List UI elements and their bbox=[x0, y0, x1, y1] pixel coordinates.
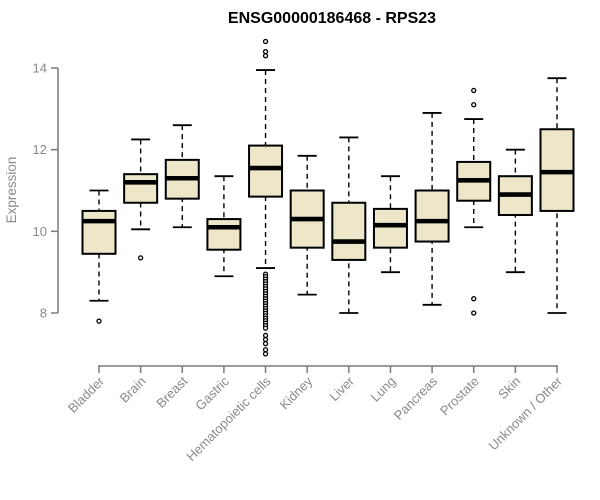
x-tick-label-kidney: Kidney bbox=[277, 373, 316, 412]
x-tick-label-prostate: Prostate bbox=[437, 374, 482, 419]
x-tick-label-breast: Breast bbox=[153, 373, 190, 410]
outlier-point bbox=[262, 351, 269, 357]
chart-title: ENSG00000186468 - RPS23 bbox=[228, 10, 436, 27]
outlier-point bbox=[262, 38, 269, 45]
x-tick-label-unknown-other: Unknown / Other bbox=[486, 373, 566, 453]
box-hematopoietic-cells bbox=[248, 38, 284, 357]
outlier-point bbox=[471, 296, 477, 302]
x-tick-label-lung: Lung bbox=[368, 374, 399, 405]
outlier-point bbox=[262, 332, 269, 339]
y-tick-label: 14 bbox=[33, 61, 47, 76]
box-bladder bbox=[81, 189, 117, 324]
x-tick-label-pancreas: Pancreas bbox=[391, 373, 441, 423]
box-lung bbox=[372, 175, 408, 274]
outlier-point bbox=[96, 318, 102, 324]
y-tick-label: 8 bbox=[40, 306, 47, 321]
iqr-box bbox=[123, 173, 159, 204]
outlier-point bbox=[262, 347, 269, 353]
outlier-point bbox=[471, 310, 477, 316]
y-axis-label: Expression bbox=[4, 157, 19, 224]
box-prostate bbox=[456, 87, 492, 316]
outlier-point bbox=[471, 102, 477, 108]
iqr-box bbox=[248, 144, 284, 198]
box-kidney bbox=[289, 154, 325, 296]
x-tick-label-brain: Brain bbox=[117, 374, 149, 406]
outlier-point bbox=[137, 255, 144, 261]
box-brain bbox=[123, 138, 159, 261]
box-pancreas bbox=[414, 112, 450, 306]
iqr-box bbox=[206, 218, 242, 251]
outlier-point bbox=[471, 87, 477, 94]
box-breast bbox=[164, 124, 200, 229]
box-gastric bbox=[206, 175, 242, 278]
iqr-box bbox=[372, 207, 408, 249]
y-tick-label: 12 bbox=[33, 142, 47, 157]
x-tick-label-skin: Skin bbox=[495, 374, 523, 402]
x-tick-label-gastric: Gastric bbox=[192, 373, 232, 413]
iqr-box bbox=[331, 201, 367, 261]
y-tick-label: 10 bbox=[33, 224, 47, 239]
box-liver bbox=[331, 136, 367, 314]
outlier-point bbox=[262, 325, 269, 331]
outlier-point bbox=[262, 49, 269, 55]
box-skin bbox=[497, 148, 533, 274]
iqr-box bbox=[414, 189, 450, 243]
outlier-point bbox=[262, 336, 269, 343]
iqr-box bbox=[81, 209, 117, 255]
outlier-point bbox=[262, 53, 269, 59]
outlier-point bbox=[262, 340, 269, 347]
x-tick-label-liver: Liver bbox=[326, 373, 357, 404]
box-unknown-other bbox=[539, 77, 575, 314]
x-tick-label-bladder: Bladder bbox=[65, 373, 108, 416]
